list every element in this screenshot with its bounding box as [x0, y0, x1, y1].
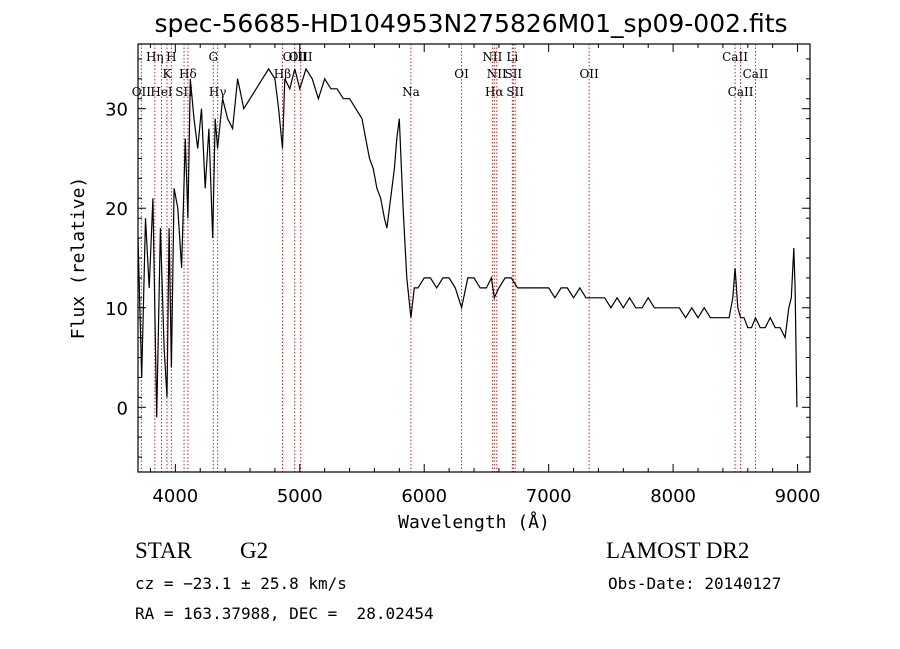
x-tick-label-0: 4000 [152, 486, 198, 507]
y-axis-label: Flux (relative) [68, 177, 89, 340]
y-tick-label-1: 10 [105, 299, 128, 320]
y-tick-label-2: 20 [105, 199, 128, 220]
line-label-7: G [208, 50, 218, 64]
line-label-18: SII [504, 67, 522, 81]
y-tick-label-0: 0 [117, 398, 128, 419]
line-label-20: OII [579, 67, 599, 81]
spectral-class: G2 [240, 538, 269, 563]
line-label-17: Li [506, 50, 518, 64]
plot-frame [137, 43, 811, 473]
x-tick-label-4: 8000 [650, 486, 696, 507]
line-label-8: Hγ [209, 85, 227, 99]
line-label-1: Hη [146, 50, 164, 64]
line-label-0: OII [132, 85, 152, 99]
x-tick-label-2: 6000 [401, 486, 447, 507]
line-label-13: OI [454, 67, 469, 81]
line-label-2: HeI [150, 85, 173, 99]
chart-title: spec-56685-HD104953N275826M01_sp09-002.f… [154, 9, 787, 38]
line-label-19: SII [506, 85, 524, 99]
object-type: STAR [135, 538, 192, 563]
x-tick-label-3: 7000 [526, 486, 572, 507]
line-label-5: SII [175, 85, 193, 99]
line-label-4: H [166, 50, 176, 64]
line-label-22: CaII [728, 85, 754, 99]
line-label-15: Hα [485, 85, 504, 99]
line-label-6: Hδ [179, 67, 197, 81]
x-axis-label: Wavelength (Å) [398, 511, 550, 533]
x-axis-ticks: 4000 5000 6000 7000 8000 9000 [149, 44, 821, 507]
line-label-16: NII [487, 67, 507, 81]
line-label-11: OIII [289, 50, 313, 64]
spectrum-line [137, 67, 798, 418]
coordinates: RA = 163.37988, DEC = 28.02454 [135, 604, 434, 623]
line-label-12: Na [402, 85, 420, 99]
y-tick-label-3: 30 [105, 100, 128, 121]
line-label-21: CaII [722, 50, 748, 64]
line-label-14: NII [482, 50, 502, 64]
line-label-9: Hβ [274, 67, 291, 81]
y-axis-ticks: 0 10 20 30 [105, 58, 810, 458]
x-tick-label-1: 5000 [277, 486, 323, 507]
survey-name: LAMOST DR2 [606, 538, 750, 563]
line-label-3: K [163, 67, 173, 81]
x-tick-label-5: 9000 [775, 486, 821, 507]
velocity-readout: cz = −23.1 ± 25.8 km/s [135, 574, 347, 593]
line-label-23: CaII [743, 67, 769, 81]
obs-date: Obs-Date: 20140127 [608, 574, 782, 593]
spectral-line-markers [140, 44, 756, 472]
line-label-10: OIII [283, 50, 307, 64]
